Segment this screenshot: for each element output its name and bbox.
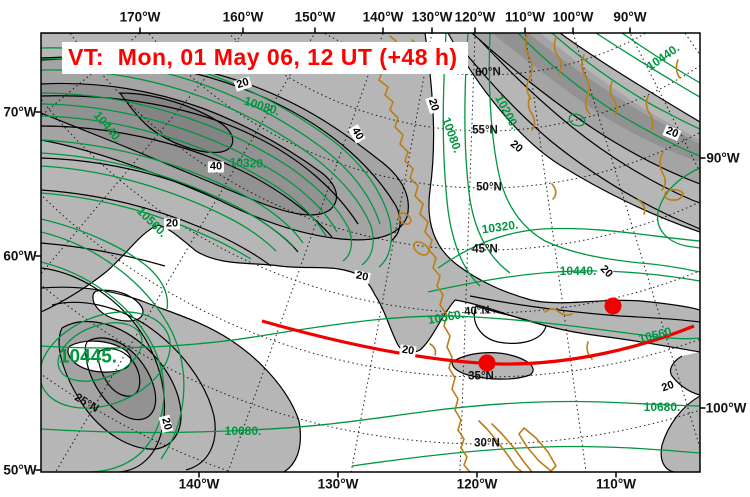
flight-track (261, 297, 695, 372)
map-frame (35, 27, 706, 478)
coastline (371, 33, 684, 472)
height-contours (41, 33, 700, 472)
isotach-contours (41, 33, 700, 472)
track-marker (478, 354, 496, 372)
track-marker (604, 297, 622, 315)
shaded-isotach-regions (41, 33, 700, 472)
valid-time-title: VT: Mon, 01 May 06, 12 UT (+48 h) (62, 42, 468, 74)
